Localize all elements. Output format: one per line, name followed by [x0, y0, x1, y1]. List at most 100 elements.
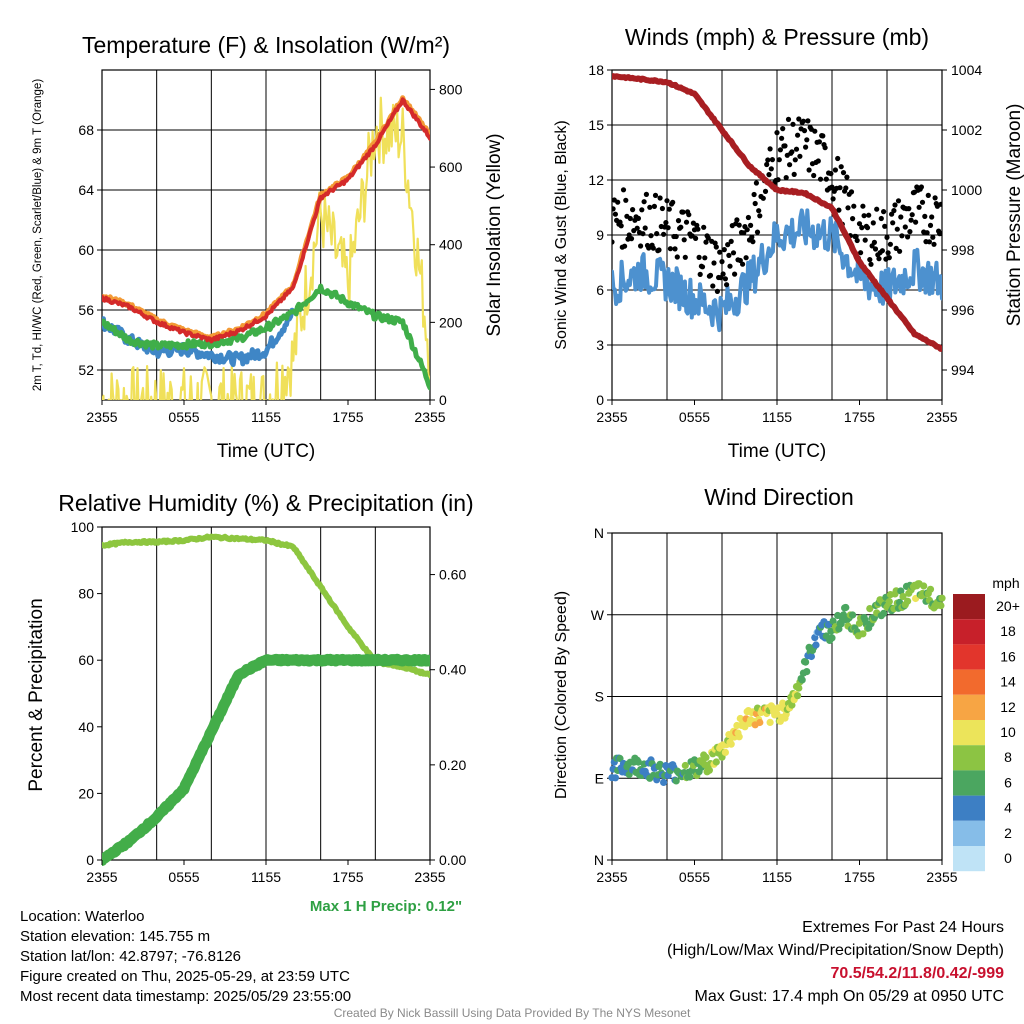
- gust-dot: [909, 212, 915, 218]
- gust-dot: [683, 219, 690, 225]
- gust-dot: [858, 250, 864, 256]
- gust-dot: [639, 207, 645, 213]
- direction-dot: [938, 594, 946, 602]
- gust-dot: [843, 185, 849, 191]
- rh-xtick-label: 0555: [168, 869, 199, 885]
- gust-dot: [797, 153, 803, 159]
- direction-dot: [842, 603, 850, 612]
- dir-grid: [612, 533, 942, 860]
- wind-xtick-label: 1755: [844, 409, 875, 425]
- gust-dot: [652, 192, 659, 198]
- legend-label: 18: [1000, 623, 1016, 639]
- gust-dot: [651, 203, 658, 209]
- gust-dot: [648, 233, 654, 239]
- dir-xtick-label: 1755: [844, 869, 875, 885]
- gust-dot: [803, 144, 809, 150]
- gust-dot: [748, 222, 754, 228]
- legend-label: 10: [1000, 724, 1016, 740]
- direction-dots: [608, 580, 946, 787]
- wind-ytick-right-label: 994: [951, 362, 975, 378]
- direction-dot: [803, 668, 811, 676]
- direction-dot: [795, 684, 803, 692]
- gust-dot: [627, 215, 633, 222]
- gust-dot: [929, 214, 935, 220]
- gust-dot: [930, 234, 936, 240]
- gust-dot: [681, 237, 687, 243]
- gust-dot: [752, 200, 758, 207]
- gust-dot: [675, 218, 682, 224]
- gust-dot: [697, 271, 703, 277]
- wind-ylabel-left: Sonic Wind & Gust (Blue, Black): [553, 120, 570, 349]
- dir-title: Wind Direction: [704, 484, 854, 510]
- gust-dot: [726, 252, 732, 258]
- gust-dot: [820, 133, 826, 139]
- gust-dot: [612, 206, 616, 212]
- gust-dot: [862, 237, 868, 243]
- temp-ytick-label: 52: [78, 362, 94, 378]
- credit-line: Created By Nick Bassill Using Data Provi…: [333, 1006, 691, 1020]
- insolation-line: [102, 96, 430, 400]
- rh-ytick-right-label: 0.60: [439, 567, 466, 583]
- direction-dot: [807, 652, 816, 661]
- temp-ytick-right-label: 800: [439, 81, 463, 97]
- gust-dot: [891, 208, 897, 214]
- rh-ytick-label: 40: [78, 719, 94, 735]
- gust-dot: [670, 199, 676, 205]
- gust-dot: [815, 158, 821, 164]
- rh-ytick-right-label: 0.20: [439, 757, 466, 773]
- gust-dot: [890, 220, 896, 226]
- dewpoint-line: [102, 283, 430, 391]
- info-elevation: Station elevation: 145.755 m: [20, 928, 211, 945]
- gust-dot: [828, 171, 834, 177]
- gust-dot: [749, 234, 755, 240]
- direction-dot: [705, 766, 714, 774]
- legend-label: 8: [1004, 749, 1012, 765]
- gust-dot: [674, 254, 680, 260]
- temp-xtick-label: 1755: [332, 409, 363, 425]
- rh-ylabel-left: Percent & Precipitation: [26, 598, 47, 791]
- temp-title: Temperature (F) & Insolation (W/m²): [82, 32, 450, 58]
- gust-dot: [728, 238, 734, 244]
- legend-label: 14: [1000, 674, 1016, 690]
- gust-dot: [640, 231, 646, 237]
- wind-ytick-right-label: 996: [951, 302, 975, 318]
- temp-xtick-label: 2355: [86, 409, 117, 425]
- gust-dot: [665, 225, 671, 231]
- gust-dot: [866, 212, 872, 218]
- dir-xtick-label: 0555: [679, 869, 710, 885]
- info-latlon: Station lat/lon: 42.8797; -76.8126: [20, 948, 242, 965]
- temp-xtick-label: 1155: [251, 409, 281, 425]
- gust-dot: [897, 248, 903, 254]
- gust-dot: [868, 261, 874, 267]
- gust-dot: [938, 201, 942, 207]
- legend-label: 4: [1004, 800, 1012, 816]
- gust-dot: [647, 204, 653, 210]
- gust-dot: [836, 207, 842, 213]
- gust-dot: [736, 222, 742, 228]
- gust-dot: [650, 245, 656, 251]
- gust-dot: [705, 235, 711, 241]
- gust-dot: [864, 225, 871, 231]
- gust-dot: [659, 205, 666, 212]
- gust-dot: [693, 235, 699, 241]
- gust-dot: [812, 128, 818, 134]
- gust-dot: [699, 264, 706, 270]
- direction-dot: [774, 704, 782, 712]
- gust-dot: [893, 245, 899, 251]
- legend-swatch: [953, 720, 985, 746]
- gust-dot: [711, 260, 717, 266]
- gust-dot: [661, 231, 667, 237]
- rh-xtick-label: 1755: [332, 869, 363, 885]
- gust-dot: [905, 234, 911, 240]
- gust-dot: [801, 128, 808, 134]
- gust-dot: [913, 219, 919, 225]
- gust-dot: [760, 195, 766, 201]
- gust-dot: [774, 130, 780, 136]
- gust-dot: [853, 233, 859, 240]
- dir-ytick-label: N: [594, 852, 604, 868]
- legend-label: 12: [1000, 699, 1016, 715]
- gust-dot: [876, 256, 882, 262]
- wind-ytick-right-label: 1004: [951, 62, 982, 78]
- gust-dot: [887, 241, 894, 247]
- dir-ytick-label: N: [594, 525, 604, 541]
